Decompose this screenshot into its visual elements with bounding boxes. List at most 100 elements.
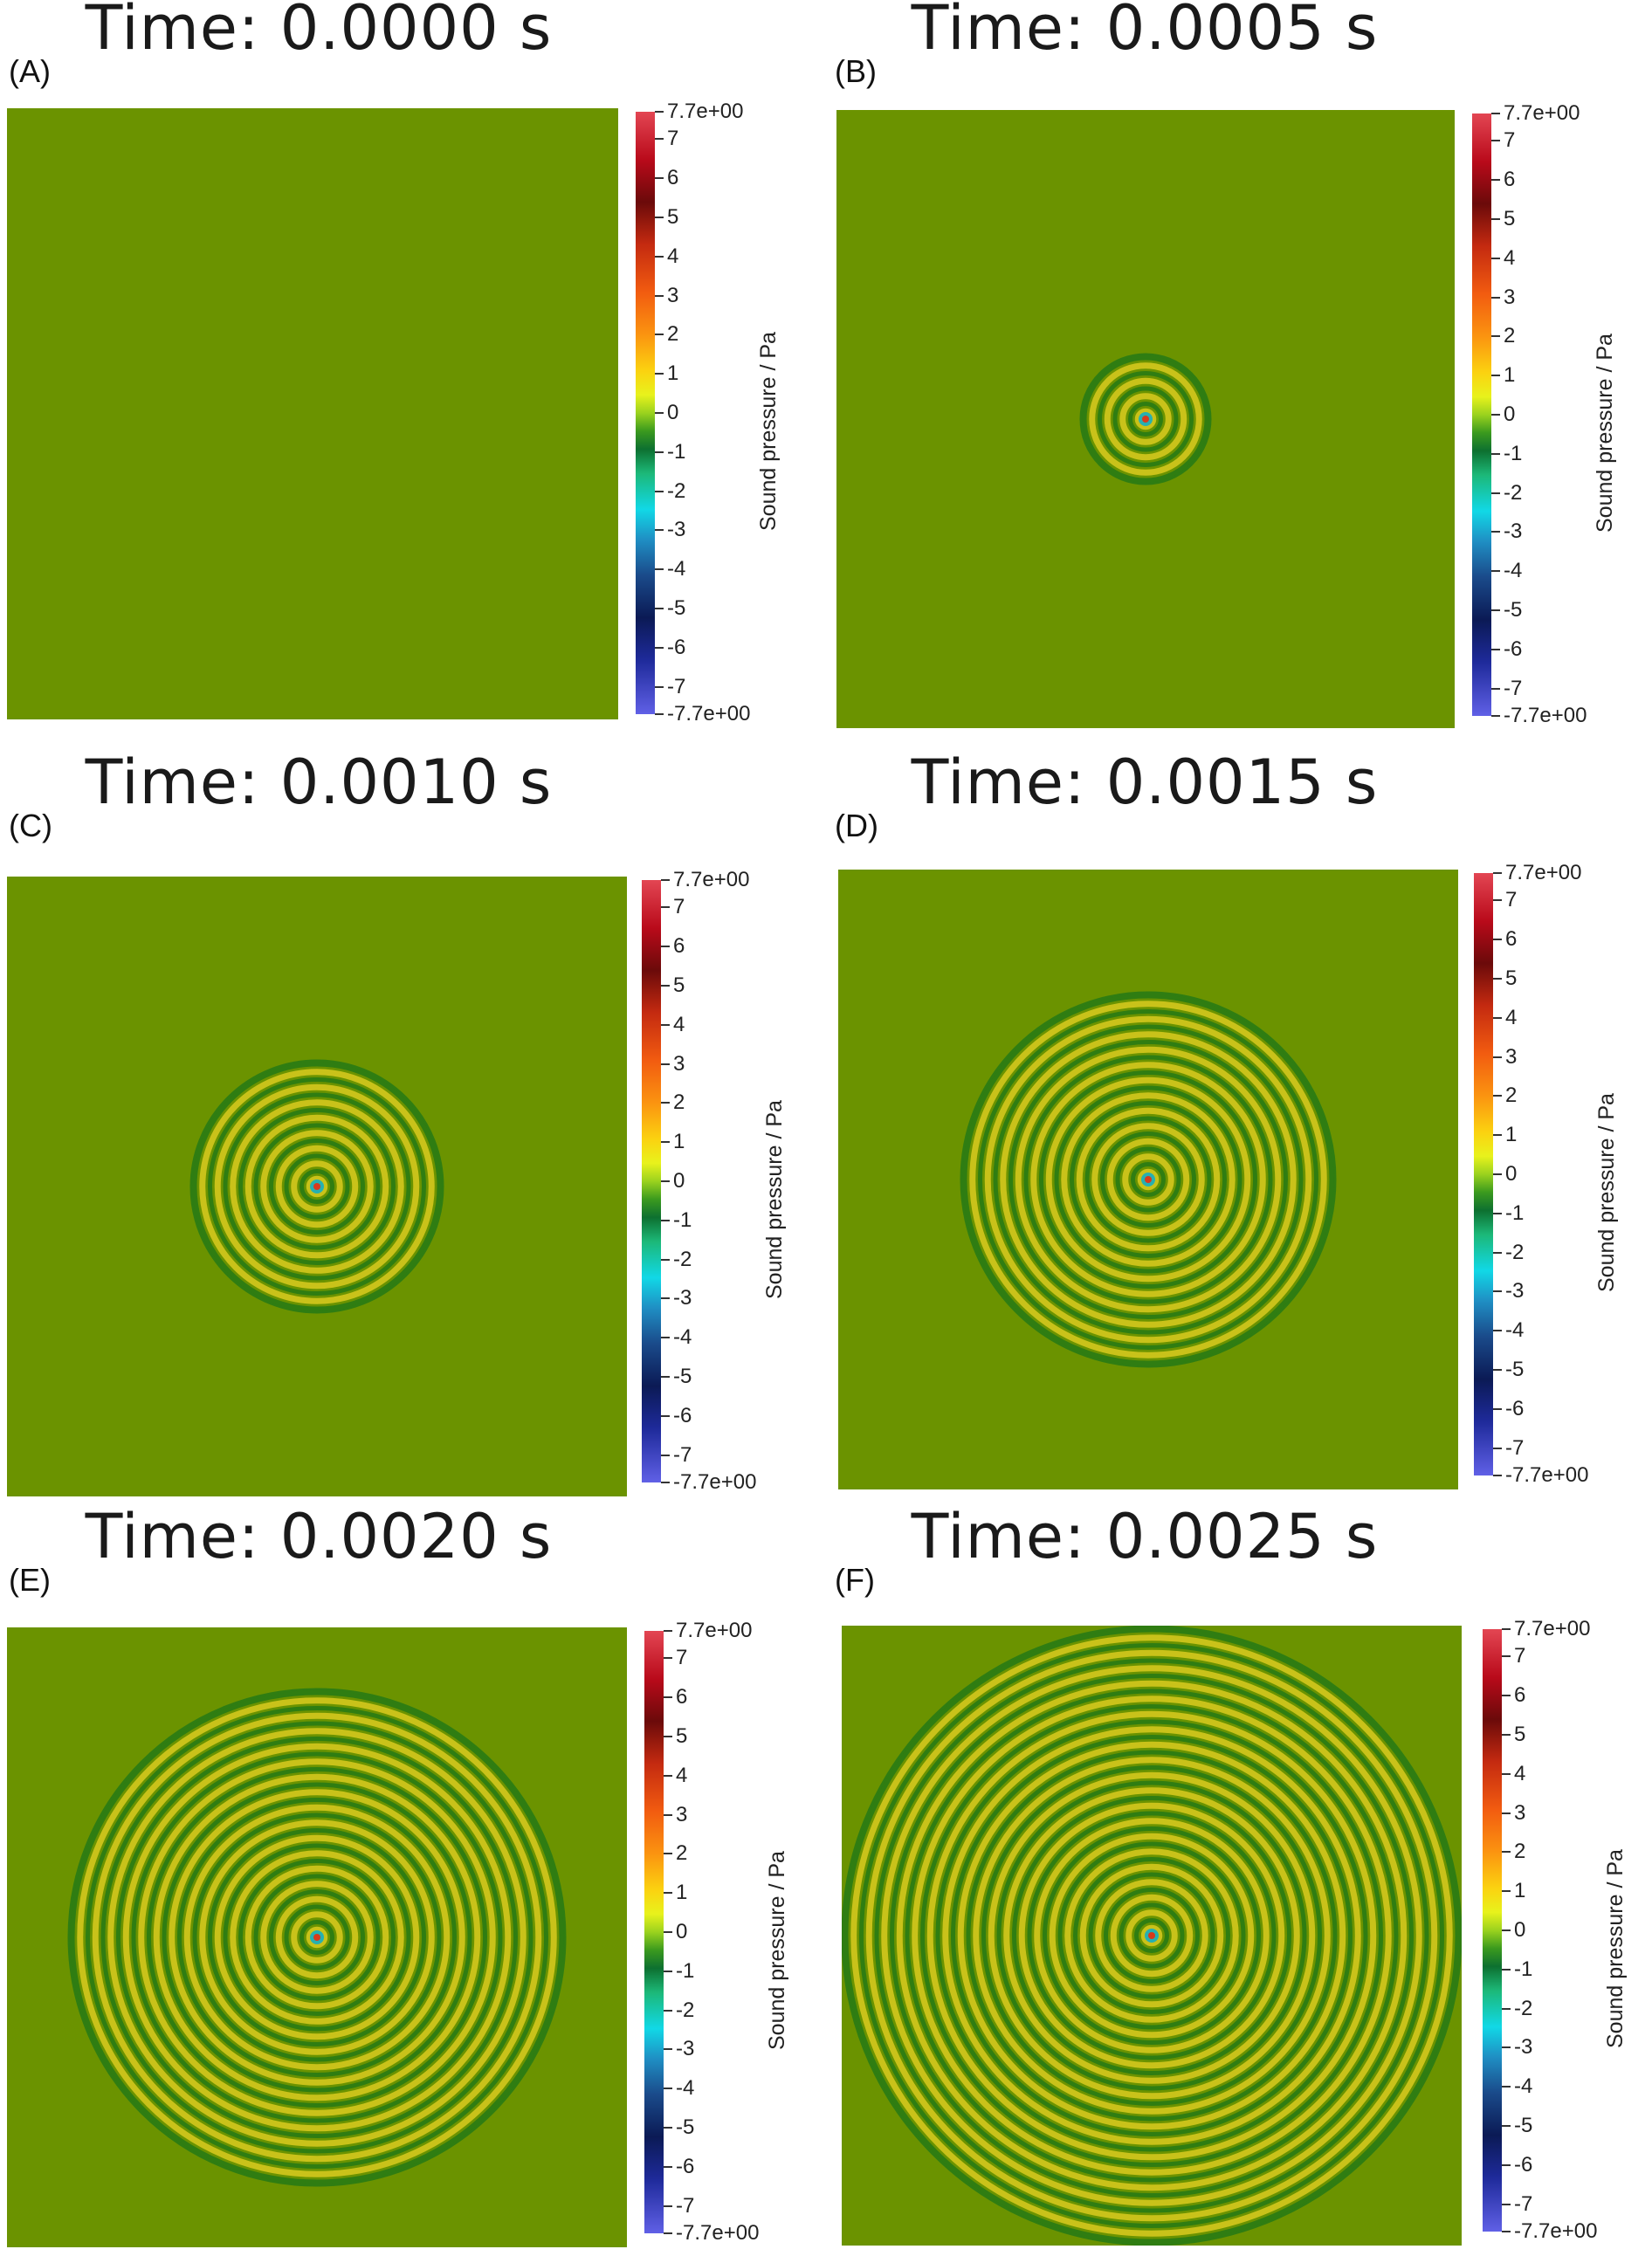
- wave-trough: [890, 1674, 1414, 2198]
- colorbar-tick: [1491, 715, 1500, 717]
- colorbar-tick: [661, 984, 670, 987]
- wave-trough: [1012, 1796, 1291, 2075]
- colorbar-tick: [1493, 977, 1502, 980]
- colorbar-tick: [655, 294, 664, 297]
- colorbar-tick-label: 7: [1514, 1644, 1526, 1668]
- colorbar-tick-label: -6: [667, 635, 686, 659]
- wave-ring: [1122, 1153, 1174, 1206]
- colorbar-tick-label: 7.7e+00: [1505, 861, 1582, 884]
- colorbar-tick: [655, 646, 664, 649]
- panel-title: Time: 0.0020 s: [85, 1501, 553, 1572]
- colorbar-tick-label: -2: [667, 478, 686, 503]
- wave-trough: [86, 1706, 548, 2169]
- colorbar-tick: [1493, 1407, 1502, 1410]
- colorbar-tick: [1491, 335, 1500, 338]
- colorbar-tick: [661, 1482, 670, 1483]
- colorbar-tick: [1493, 1212, 1502, 1214]
- colorbar-tick: [655, 713, 664, 715]
- colorbar-tick: [1493, 1447, 1502, 1449]
- colorbar-tick-label: -6: [673, 1403, 692, 1427]
- wave-ring: [291, 1911, 343, 1964]
- colorbar-tick: [1493, 1173, 1502, 1175]
- colorbar-tick: [1491, 492, 1500, 494]
- wave-ring: [153, 1773, 481, 2101]
- colorbar-tick: [661, 879, 670, 881]
- colorbar-tick: [655, 138, 664, 141]
- colorbar-tick: [664, 1931, 672, 1933]
- colorbar-tick: [661, 1337, 670, 1339]
- wave-trough: [192, 1812, 442, 2062]
- colorbar-tick-label: 1: [1505, 1123, 1518, 1147]
- wave-trough: [962, 994, 1334, 1365]
- wave-trough: [253, 1874, 381, 2001]
- wave-ring: [1003, 1787, 1300, 2084]
- colorbar-tick-label: -2: [1504, 480, 1523, 505]
- colorbar-tick: [1502, 1968, 1511, 1971]
- wave-trough: [978, 1009, 1318, 1350]
- wave-trough: [1112, 386, 1179, 452]
- colorbar-tick: [655, 490, 664, 492]
- colorbar-tick-label: 2: [1504, 324, 1516, 348]
- colorbar-tick: [655, 255, 664, 258]
- colorbar-tick: [1491, 570, 1500, 573]
- wave-ring: [896, 1680, 1408, 2191]
- colorbar-tick-label: -1: [673, 1207, 692, 1232]
- colorbar-tick: [664, 2048, 672, 2051]
- wave-trough: [284, 1904, 350, 1971]
- colorbar-tick-label: -2: [673, 1247, 692, 1271]
- colorbar-tick-label: -6: [1505, 1396, 1525, 1420]
- wave-trough: [966, 1750, 1338, 2122]
- colorbar-tick: [655, 412, 664, 414]
- colorbar-tick-label: -3: [1505, 1279, 1525, 1303]
- colorbar-tick-label: -5: [676, 2115, 695, 2140]
- panel-label: (A): [9, 53, 51, 89]
- colorbar-tick-label: 0: [667, 401, 679, 424]
- colorbar-tick: [664, 2232, 672, 2234]
- wave-ring: [77, 1697, 557, 2177]
- wave-ring: [1106, 1138, 1190, 1221]
- colorbar-tick-label: 1: [673, 1130, 685, 1154]
- colorbar-tick-label: -5: [1505, 1358, 1525, 1382]
- colorbar-tick: [1491, 414, 1500, 416]
- wave-ring: [230, 1099, 404, 1274]
- source-point: [1148, 1932, 1155, 1939]
- wave-ring: [1119, 393, 1172, 445]
- colorbar-tick-label: 0: [673, 1169, 685, 1193]
- colorbar-tick: [661, 1180, 670, 1182]
- colorbar-tick-label: 2: [667, 322, 679, 347]
- wave-trough: [208, 1828, 426, 2046]
- wave-trough: [238, 1108, 396, 1265]
- colorbar-tick: [661, 1023, 670, 1026]
- wave-ring: [957, 1741, 1346, 2130]
- colorbar-tick-label: -5: [673, 1365, 692, 1389]
- colorbar-tick: [1493, 1369, 1502, 1372]
- panel-label: (B): [835, 53, 877, 89]
- colorbar-tick: [1502, 2086, 1511, 2088]
- wave-ring: [169, 1789, 465, 2086]
- wave-trough: [1057, 1841, 1246, 2030]
- wave-trough: [70, 1690, 564, 2184]
- colorbar-tick: [1502, 1655, 1511, 1658]
- colorbar-tick-label: -6: [1504, 636, 1523, 661]
- colorbar-tick-label: 6: [1504, 168, 1516, 192]
- colorbar-tick-label: 2: [1505, 1083, 1518, 1108]
- wave-trough: [147, 1767, 487, 2108]
- colorbar-tick-label: -7.7e+00: [1514, 2219, 1598, 2243]
- pressure-field: [7, 877, 627, 1496]
- pressure-field: [7, 108, 618, 719]
- colorbar-tick-label: -7: [667, 674, 686, 698]
- wave-ring: [138, 1758, 496, 2116]
- colorbar-tick-label: -3: [673, 1286, 692, 1310]
- wave-trough: [223, 1843, 411, 2032]
- wave-trough: [993, 1024, 1304, 1335]
- colorbar-tick: [1502, 2125, 1511, 2128]
- wave-trough: [1084, 1116, 1212, 1243]
- colorbar-tick: [1493, 1056, 1502, 1058]
- colorbar-tick: [1491, 296, 1500, 299]
- wave-trough: [1070, 1101, 1227, 1258]
- wave-ring: [275, 1145, 359, 1228]
- wave-trough: [1043, 1826, 1261, 2045]
- wave-trough: [299, 1920, 334, 1955]
- colorbar-tick-label: -4: [1514, 2074, 1533, 2099]
- colorbar-tick-label: 1: [667, 361, 679, 386]
